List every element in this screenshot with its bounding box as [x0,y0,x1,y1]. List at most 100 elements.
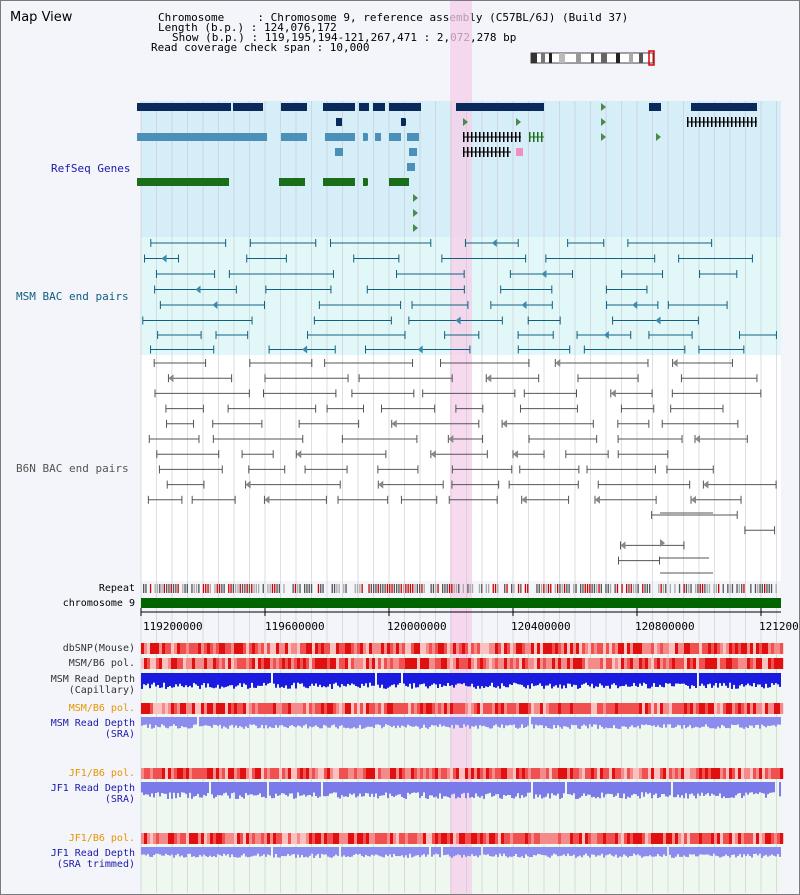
msm-sra-depth-bar [579,717,581,729]
jf1-trimmed-depth-bar [561,847,563,856]
jf1-sra-depth-bar [215,782,217,797]
dbsnp-heat-cell [693,643,697,654]
dbsnp-heat-cell [615,643,619,654]
msm-sra-pol-heat-cell [552,703,556,714]
jf1-trimmed-depth-bar [627,847,629,858]
jf1-trimmed-depth-bar [423,847,425,855]
msm-sra-pol-heat-cell [336,703,340,714]
msm-pol-heat-cell [189,658,193,669]
jf1-trimmed-depth-bar [567,847,569,854]
dbsnp-heat-cell [543,643,547,654]
jf1-pol-heat-cell [519,768,523,779]
dbsnp-heat-cell [720,643,724,654]
repeat-mark [276,584,278,593]
jf1-sra-depth-bar [731,782,733,798]
msm-sra-pol-heat-cell [606,703,610,714]
msm-sra-pol-heat-cell [765,703,769,714]
msm-capillary-depth-bar [317,673,319,687]
msm-pol-heat-cell [615,658,619,669]
jf1-trimmed-depth-bar [427,847,429,855]
b6n-bac-end-pairs-label[interactable]: B6N BAC end pairs [16,462,129,475]
jf1-sra-depth-bar [571,782,573,796]
msm-pol-heat-cell [729,658,733,669]
msm-sra-depth-bar [355,717,357,729]
msm-pol-heat-cell [549,658,553,669]
msm-sra-depth-bar [617,717,619,729]
ideogram-band [549,53,552,63]
msm-sra-pol-heat-cell [330,703,334,714]
msm-pol-heat-cell [372,658,376,669]
jf1-trimmed-depth-bar [625,847,627,856]
jf1-sra-depth-bar [537,782,539,798]
msm-pol-heat-cell [414,658,418,669]
msm-pol-heat-cell [141,658,145,669]
repeat-mark [566,584,568,593]
refseq-gene-bar [281,133,307,141]
repeat-mark [221,584,223,593]
msm-sra-pol-heat-cell [690,703,694,714]
jf1-trimmed-depth-bar [535,847,537,856]
repeat-mark [421,584,423,593]
jf1-trimmed-pol-heat-cell [297,833,301,844]
jf1-trimmed-depth-bar [251,847,253,857]
repeat-mark [237,584,239,593]
refseq-genes-label[interactable]: RefSeq Genes [51,162,131,175]
msm-bac-arrow [603,331,609,339]
msm-capillary-depth-bar [629,673,631,687]
msm-pol-heat-cell [573,658,577,669]
jf1-sra-depth-bar [239,782,241,796]
jf1-sra-depth-bar [181,782,183,793]
jf1-sra-depth-bar [323,782,325,797]
jf1-trimmed-depth-bar [171,847,173,855]
jf1-pol-heat-cell [702,768,706,779]
repeat-mark [568,584,570,593]
refseq-gene-arrow [359,103,364,111]
jf1-sra-depth-bar [607,782,609,794]
jf1-trimmed-depth-bar [505,847,507,857]
msm-sra-depth-bar [315,717,317,726]
msm-bac-end-pairs-label[interactable]: MSM BAC end pairs [16,290,129,303]
jf1-trimmed-depth-bar [673,847,675,858]
msm-sra-pol-heat-cell [198,703,202,714]
jf1-sra-depth-bar [745,782,747,793]
jf1-trimmed-depth-bar [519,847,521,858]
jf1-pol-heat-cell [570,768,574,779]
msm-sra-pol-heat-cell [195,703,199,714]
dbsnp-heat-cell [402,643,406,654]
jf1-pol-heat-cell [726,768,730,779]
msm-sra-pol-heat-cell [648,703,652,714]
msm-sra-depth-bar [735,717,737,726]
jf1-trimmed-depth-bar [467,847,469,856]
jf1-trimmed-pol-heat-cell [300,833,304,844]
repeat-mark [458,584,460,593]
jf1-sra-depth-bar [601,782,603,793]
msm-sra-depth-bar [721,717,723,725]
jf1-trimmed-depth-bar [245,847,247,857]
msm-pol-heat-cell [174,658,178,669]
jf1-trimmed-pol-heat-cell [153,833,157,844]
jf1-pol-heat-cell [621,768,625,779]
jf1-sra-depth-bar [443,782,445,797]
chromosome-label: chromosome 9 [62,598,135,609]
jf1-trimmed-pol-heat-cell [411,833,415,844]
jf1-trimmed-pol-heat-cell [738,833,742,844]
dbsnp-heat-cell [210,643,214,654]
jf1-trimmed-depth-bar [197,847,199,858]
jf1-trimmed-depth-bar [403,847,405,858]
jf1-trimmed-depth-bar [731,847,733,855]
jf1-trimmed-pol-heat-cell [258,833,262,844]
jf1-trimmed-pol-heat-cell [312,833,316,844]
refseq-gene-arrow [375,133,380,141]
jf1-sra-depth-bar [647,782,649,794]
msm-sra-depth-bar [403,717,405,727]
msm-sra-pol-heat-cell [291,703,295,714]
repeat-mark [193,584,195,593]
msm-capillary-depth-bar [487,673,489,688]
jf1-sra-depth-bar [469,782,471,798]
jf1-trimmed-depth-bar [277,847,279,858]
repeat-mark [481,584,483,593]
msm-sra-depth-bar [155,717,157,726]
jf1-sra-depth-bar [505,782,507,796]
jf1-sra-depth-bar [371,782,373,794]
